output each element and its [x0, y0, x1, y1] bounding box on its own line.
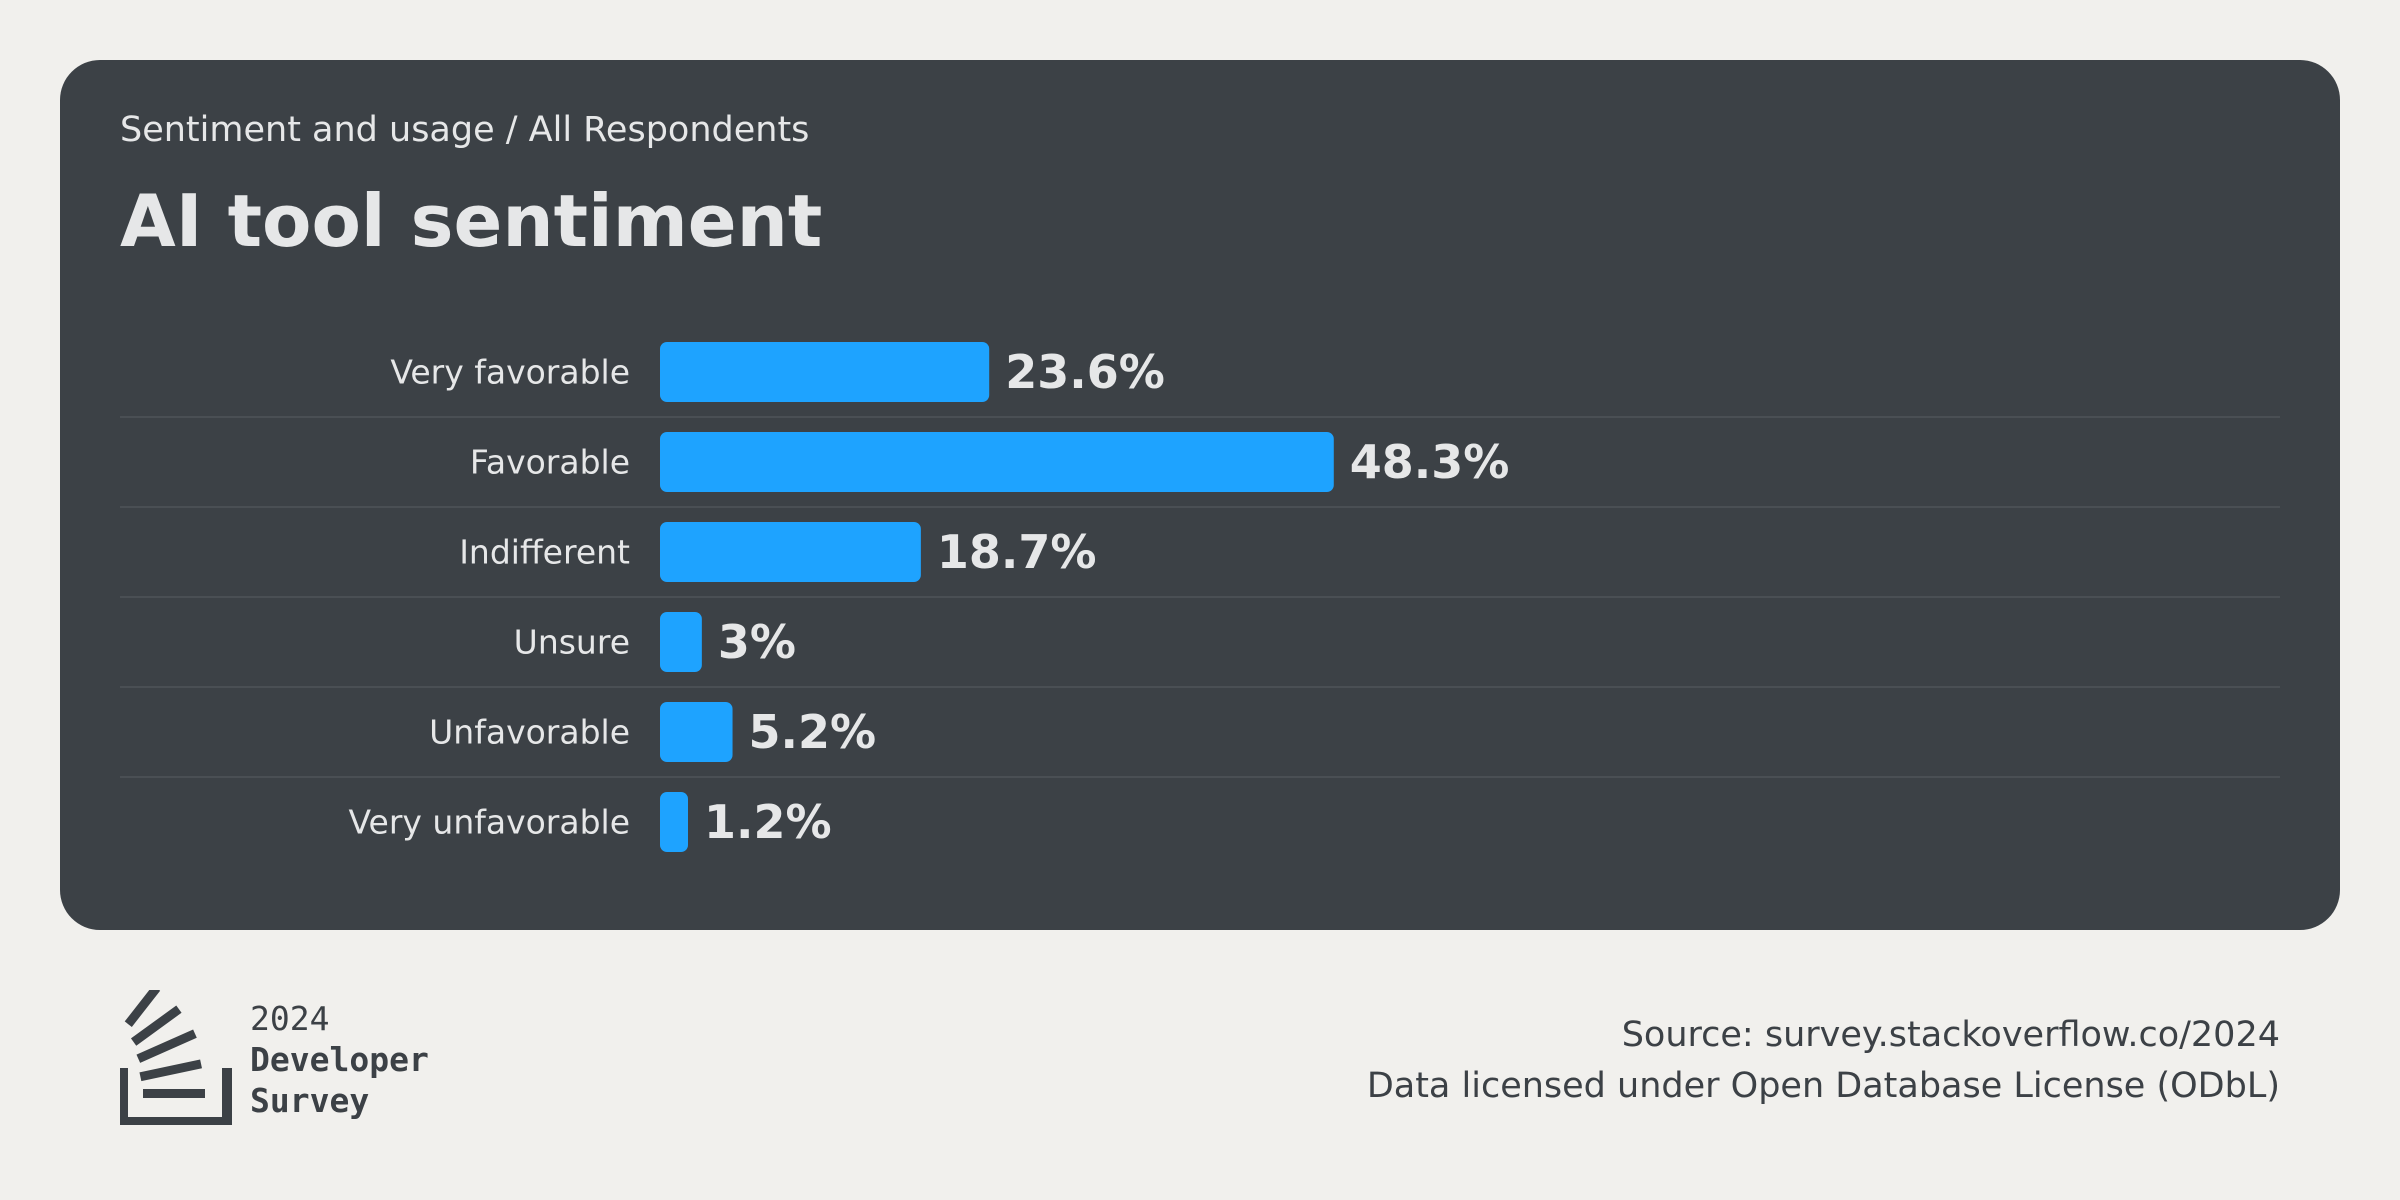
- value-label: 23.6%: [1005, 345, 1165, 399]
- value-label: 1.2%: [704, 795, 832, 849]
- bar: [660, 612, 702, 672]
- logo-line-developer: Developer: [250, 1040, 429, 1079]
- bar: [660, 342, 990, 402]
- category-label: Unsure: [514, 623, 630, 662]
- value-label: 5.2%: [749, 705, 877, 759]
- chart-card: Sentiment and usage / All Respondents AI…: [60, 60, 2340, 930]
- bar: [660, 432, 1334, 492]
- value-label: 3%: [718, 615, 796, 669]
- breadcrumb: Sentiment and usage / All Respondents: [120, 110, 810, 150]
- source-text: Source: survey.stackoverflow.co/2024: [1621, 1015, 2280, 1055]
- bar: [660, 792, 688, 852]
- category-label: Very unfavorable: [349, 803, 631, 842]
- logo-wordmark: 2024 Developer Survey: [250, 998, 429, 1121]
- category-label: Unfavorable: [429, 713, 630, 752]
- bar: [660, 522, 921, 582]
- license-text: Data licensed under Open Database Licens…: [1366, 1066, 2280, 1106]
- bar-chart: Very favorable 23.6% Favorable 48.3% Indiffe…: [120, 342, 2280, 852]
- category-label: Favorable: [470, 443, 630, 482]
- value-label: 18.7%: [937, 525, 1097, 579]
- source-block: Source: survey.stackoverflow.co/2024 Dat…: [1367, 1010, 2280, 1112]
- chart-title: AI tool sentiment: [120, 179, 823, 263]
- logo-line-survey: Survey: [250, 1081, 370, 1120]
- bar: [660, 702, 733, 762]
- value-label: 48.3%: [1350, 435, 1510, 489]
- logo-year: 2024: [250, 999, 330, 1038]
- category-label: Indifferent: [459, 533, 630, 572]
- category-label: Very favorable: [390, 353, 630, 392]
- stackoverflow-logo-icon: [120, 990, 232, 1125]
